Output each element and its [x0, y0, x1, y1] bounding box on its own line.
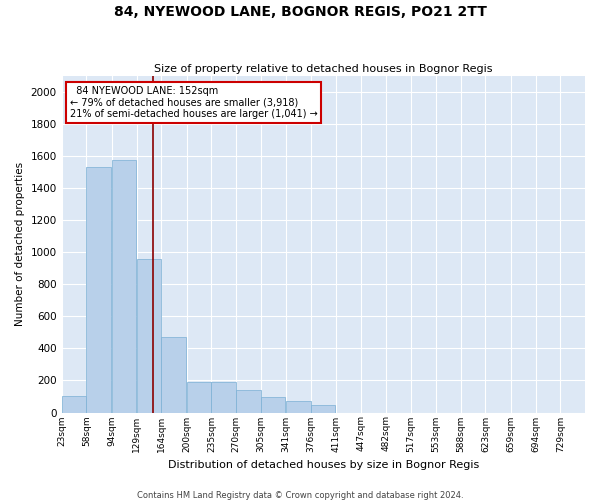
Y-axis label: Number of detached properties: Number of detached properties: [15, 162, 25, 326]
X-axis label: Distribution of detached houses by size in Bognor Regis: Distribution of detached houses by size …: [168, 460, 479, 470]
Bar: [62, 396, 86, 412]
Bar: [261, 398, 286, 412]
Title: Size of property relative to detached houses in Bognor Regis: Size of property relative to detached ho…: [154, 64, 493, 74]
Bar: [187, 382, 211, 412]
Text: 84 NYEWOOD LANE: 152sqm  
← 79% of detached houses are smaller (3,918)
21% of se: 84 NYEWOOD LANE: 152sqm ← 79% of detache…: [70, 86, 317, 120]
Bar: [161, 337, 186, 412]
Bar: [286, 400, 311, 412]
Bar: [137, 259, 161, 412]
Text: 84, NYEWOOD LANE, BOGNOR REGIS, PO21 2TT: 84, NYEWOOD LANE, BOGNOR REGIS, PO21 2TT: [113, 5, 487, 19]
Text: Contains HM Land Registry data © Crown copyright and database right 2024.: Contains HM Land Registry data © Crown c…: [137, 490, 463, 500]
Bar: [86, 168, 111, 412]
Bar: [236, 390, 260, 412]
Bar: [112, 160, 136, 412]
Bar: [211, 382, 236, 412]
Bar: [311, 404, 335, 412]
